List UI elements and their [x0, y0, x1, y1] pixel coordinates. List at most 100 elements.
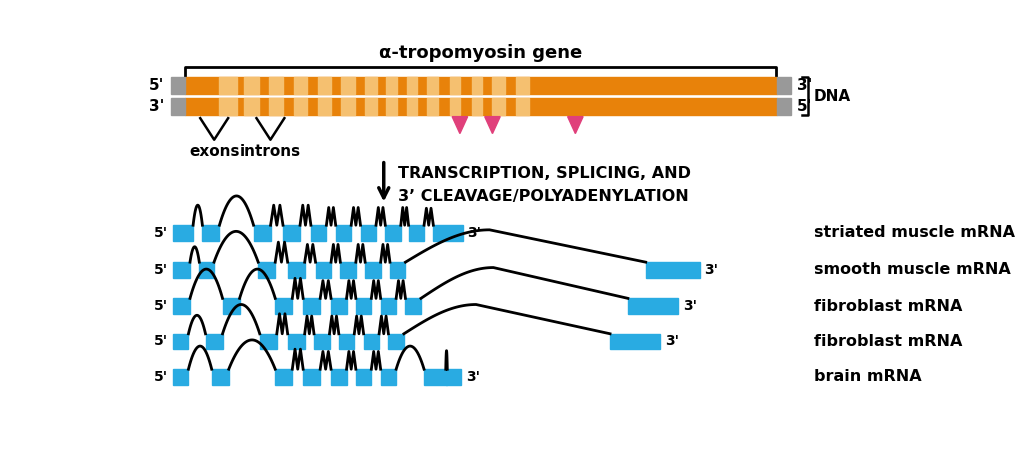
Bar — [268, 98, 284, 115]
Bar — [184, 77, 776, 94]
Bar — [288, 262, 305, 278]
Bar — [628, 299, 678, 314]
Bar — [472, 77, 482, 94]
Bar — [341, 77, 354, 94]
Bar — [331, 299, 346, 314]
Text: 3': 3' — [683, 299, 697, 313]
Bar — [388, 334, 403, 349]
Text: 5': 5' — [155, 263, 168, 277]
Bar — [219, 98, 237, 115]
Polygon shape — [484, 117, 500, 133]
Bar — [406, 299, 421, 314]
Bar — [610, 334, 660, 349]
Bar — [407, 77, 417, 94]
Text: 3': 3' — [705, 263, 719, 277]
Bar — [450, 98, 461, 115]
Text: 3': 3' — [797, 78, 812, 93]
Bar — [315, 262, 331, 278]
Bar — [336, 225, 351, 240]
Text: 3’ CLEAVAGE/POLYADENYLATION: 3’ CLEAVAGE/POLYADENYLATION — [397, 189, 688, 204]
Text: 5': 5' — [155, 299, 168, 313]
Bar — [303, 369, 321, 385]
Bar — [407, 98, 417, 115]
Bar — [314, 334, 330, 349]
Bar — [390, 262, 406, 278]
Bar — [288, 334, 305, 349]
Bar — [366, 98, 377, 115]
Bar — [219, 77, 237, 94]
Polygon shape — [567, 117, 583, 133]
Bar — [317, 77, 331, 94]
Bar — [366, 77, 377, 94]
Bar — [260, 334, 276, 349]
Bar — [294, 77, 307, 94]
Text: brain mRNA: brain mRNA — [814, 369, 922, 385]
Text: 3': 3' — [665, 334, 679, 348]
Bar — [381, 369, 396, 385]
Bar — [433, 225, 463, 240]
Bar — [212, 369, 228, 385]
Bar — [516, 77, 529, 94]
Bar — [386, 77, 396, 94]
Bar — [341, 98, 354, 115]
Bar — [450, 77, 461, 94]
Bar — [171, 98, 184, 115]
Text: α-tropomyosin gene: α-tropomyosin gene — [379, 44, 583, 62]
Bar — [294, 98, 307, 115]
Bar — [244, 77, 259, 94]
Bar — [366, 262, 381, 278]
Bar — [424, 369, 447, 385]
Text: 5': 5' — [797, 99, 812, 114]
Bar — [331, 369, 346, 385]
Text: exons: exons — [189, 144, 240, 159]
Bar — [493, 98, 506, 115]
Text: fibroblast mRNA: fibroblast mRNA — [814, 299, 963, 313]
Bar — [427, 77, 438, 94]
Bar — [275, 299, 292, 314]
Bar — [340, 262, 356, 278]
Bar — [203, 225, 219, 240]
Bar — [356, 369, 372, 385]
Text: 5': 5' — [155, 370, 168, 384]
Bar — [776, 98, 791, 115]
Text: 3': 3' — [466, 370, 480, 384]
Text: introns: introns — [240, 144, 301, 159]
Bar — [303, 299, 321, 314]
Bar — [381, 299, 396, 314]
Bar — [200, 262, 214, 278]
Text: 3': 3' — [150, 99, 165, 114]
Bar — [254, 225, 270, 240]
Bar — [339, 334, 354, 349]
Text: fibroblast mRNA: fibroblast mRNA — [814, 334, 963, 349]
Text: TRANSCRIPTION, SPLICING, AND: TRANSCRIPTION, SPLICING, AND — [397, 166, 691, 181]
Text: DNA: DNA — [814, 89, 851, 104]
Bar — [275, 369, 292, 385]
Bar — [445, 369, 461, 385]
Bar — [171, 77, 184, 94]
Text: smooth muscle mRNA: smooth muscle mRNA — [814, 262, 1011, 277]
Bar — [360, 225, 376, 240]
Bar — [364, 334, 379, 349]
Bar — [173, 334, 188, 349]
Bar — [317, 98, 331, 115]
Bar — [385, 225, 400, 240]
Text: striated muscle mRNA: striated muscle mRNA — [814, 226, 1015, 240]
Bar — [283, 225, 300, 240]
Bar — [268, 77, 284, 94]
Bar — [173, 299, 190, 314]
Bar — [386, 98, 396, 115]
Bar — [472, 98, 482, 115]
Bar — [258, 262, 275, 278]
Bar — [646, 262, 700, 278]
Polygon shape — [453, 117, 468, 133]
Bar — [184, 98, 776, 115]
Bar — [776, 77, 791, 94]
Text: 5': 5' — [150, 78, 165, 93]
Text: 5': 5' — [155, 226, 168, 240]
Bar — [356, 299, 372, 314]
Bar — [427, 98, 438, 115]
Bar — [206, 334, 222, 349]
Bar — [493, 77, 506, 94]
Bar — [311, 225, 327, 240]
Text: 5': 5' — [155, 334, 168, 348]
